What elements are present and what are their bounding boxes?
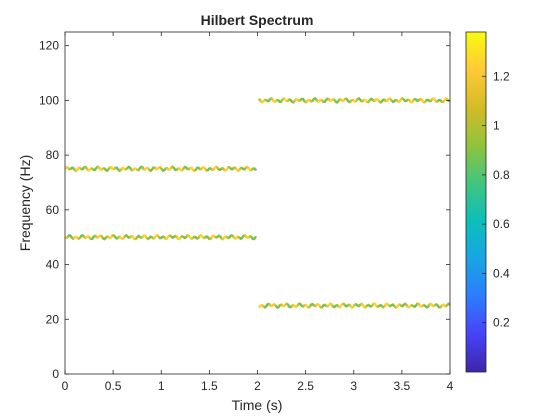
x-tick-label: 2.5 (297, 379, 314, 393)
colorbar-tick-label: 1.2 (493, 69, 510, 83)
x-tick-label: 4 (447, 379, 454, 393)
x-tick-label: 0.5 (105, 379, 122, 393)
colorbar-tick-label: 0.8 (493, 168, 510, 182)
plot-background (65, 32, 450, 374)
y-tick-label: 0 (52, 367, 59, 381)
x-axis-label: Time (s) (232, 397, 283, 413)
y-tick-label: 100 (39, 93, 59, 107)
y-tick-label: 60 (46, 203, 60, 217)
colorbar-tick-label: 1 (493, 119, 500, 133)
x-tick-label: 1 (158, 379, 165, 393)
series-2-segment-1 (253, 235, 257, 241)
x-tick-label: 1.5 (201, 379, 218, 393)
chart-title: Hilbert Spectrum (201, 12, 314, 28)
colorbar-ticks: 0.2 0.4 0.6 0.8 1 1.2 (482, 69, 510, 330)
colorbar-tick-label: 0.4 (493, 266, 510, 280)
x-tick-label: 0 (62, 379, 69, 393)
colorbar-tick-label: 0.6 (493, 217, 510, 231)
y-tick-label: 80 (46, 148, 60, 162)
y-tick-label: 20 (46, 312, 60, 326)
series-layer (65, 97, 450, 309)
x-tick-label: 3 (350, 379, 357, 393)
y-axis-label: Frequency (Hz) (17, 155, 33, 251)
y-axis-ticks: 0 20 40 60 80 100 120 (39, 39, 450, 381)
plot-area (64, 31, 451, 375)
x-axis-ticks: 0 0.5 1 1.5 2 2.5 3 3.5 4 (62, 32, 454, 393)
y-tick-label: 120 (39, 39, 59, 53)
colorbar-gradient (465, 31, 487, 373)
y-tick-label: 40 (46, 258, 60, 272)
x-tick-label: 3.5 (394, 379, 411, 393)
colorbar-tick-label: 0.2 (493, 316, 510, 330)
x-tick-label: 2 (254, 379, 261, 393)
colorbar: 0.2 0.4 0.6 0.8 1 1.2 (465, 31, 510, 373)
series-1-segment-1 (253, 167, 257, 171)
